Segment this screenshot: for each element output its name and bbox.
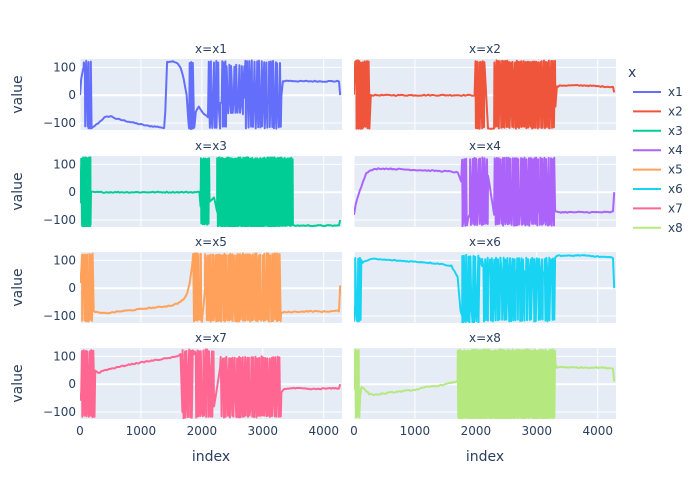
series-line-x3 [80, 156, 342, 227]
legend-label: x3 [668, 124, 683, 138]
legend-label: x6 [668, 182, 683, 196]
facet-title: x=x4 [469, 139, 501, 153]
series-line-x8 [354, 348, 616, 419]
y-tick-label: 0 [68, 185, 76, 199]
y-tick-label: 0 [68, 88, 76, 102]
series-line-x2 [354, 59, 616, 130]
y-axis-label: value [10, 268, 26, 306]
y-axis-label: value [10, 364, 26, 402]
x-tick-label: 2000 [187, 424, 218, 438]
legend-item-x1: x1 [633, 85, 683, 99]
legend-item-x3: x3 [633, 124, 683, 138]
x-tick-label: 4000 [308, 424, 339, 438]
facet-title: x=x5 [195, 235, 227, 249]
x-tick-label: 2000 [461, 424, 492, 438]
y-tick-label: −100 [43, 213, 76, 227]
series-line-x6 [354, 253, 616, 323]
facet-x2: x=x2 [353, 42, 616, 130]
legend-label: x8 [668, 221, 683, 235]
facet-title: x=x3 [195, 139, 227, 153]
legend-item-x4: x4 [633, 143, 683, 157]
series-line-x7 [80, 348, 342, 419]
y-tick-label: 100 [53, 349, 76, 363]
facet-title: x=x8 [469, 331, 501, 345]
legend: x x1 x2 x3 x4 x5 x6 x7 x8 [628, 65, 683, 235]
x-tick-label: 1000 [400, 424, 431, 438]
y-axis-label: value [10, 172, 26, 210]
facet-x1: x=x1 −100 0 100 value [10, 42, 342, 130]
series-line-x5 [80, 252, 342, 323]
y-tick-label: −100 [43, 405, 76, 419]
x-tick-label: 0 [350, 424, 358, 438]
facet-x4: x=x4 [353, 139, 616, 227]
y-axis-label: value [10, 75, 26, 113]
facet-x5: x=x5 −100 0 100 value [10, 235, 342, 323]
legend-label: x1 [668, 85, 683, 99]
legend-label: x7 [668, 201, 683, 215]
x-tick-label: 4000 [582, 424, 613, 438]
y-tick-label: 0 [68, 281, 76, 295]
legend-label: x5 [668, 163, 683, 177]
legend-label: x2 [668, 104, 683, 118]
facet-title: x=x6 [469, 235, 501, 249]
legend-label: x4 [668, 143, 683, 157]
x-tick-label: 3000 [248, 424, 279, 438]
y-tick-label: −100 [43, 309, 76, 323]
legend-item-x8: x8 [633, 221, 683, 235]
facet-x6: x=x6 [353, 235, 616, 323]
series-line-x1 [80, 59, 342, 130]
series-line-x4 [354, 156, 616, 227]
x-axis-label: index [466, 449, 504, 465]
legend-item-x2: x2 [633, 104, 683, 118]
facet-title: x=x7 [195, 331, 227, 345]
legend-item-x5: x5 [633, 163, 683, 177]
facet-x3: x=x3 −100 0 100 value [10, 139, 342, 227]
facet-title: x=x2 [469, 42, 501, 56]
y-tick-label: −100 [43, 116, 76, 130]
y-tick-label: 100 [53, 60, 76, 74]
facet-title: x=x1 [195, 42, 227, 56]
y-tick-label: 100 [53, 253, 76, 267]
x-axis-label: index [192, 449, 230, 465]
legend-item-x7: x7 [633, 201, 683, 215]
x-tick-label: 0 [76, 424, 84, 438]
x-tick-label: 1000 [126, 424, 157, 438]
legend-item-x6: x6 [633, 182, 683, 196]
y-tick-label: 0 [68, 377, 76, 391]
legend-title: x [628, 65, 636, 81]
y-tick-label: 100 [53, 157, 76, 171]
facet-x8: x=x8 0 1000 2000 3000 4000 index [350, 331, 616, 465]
x-tick-label: 3000 [522, 424, 553, 438]
